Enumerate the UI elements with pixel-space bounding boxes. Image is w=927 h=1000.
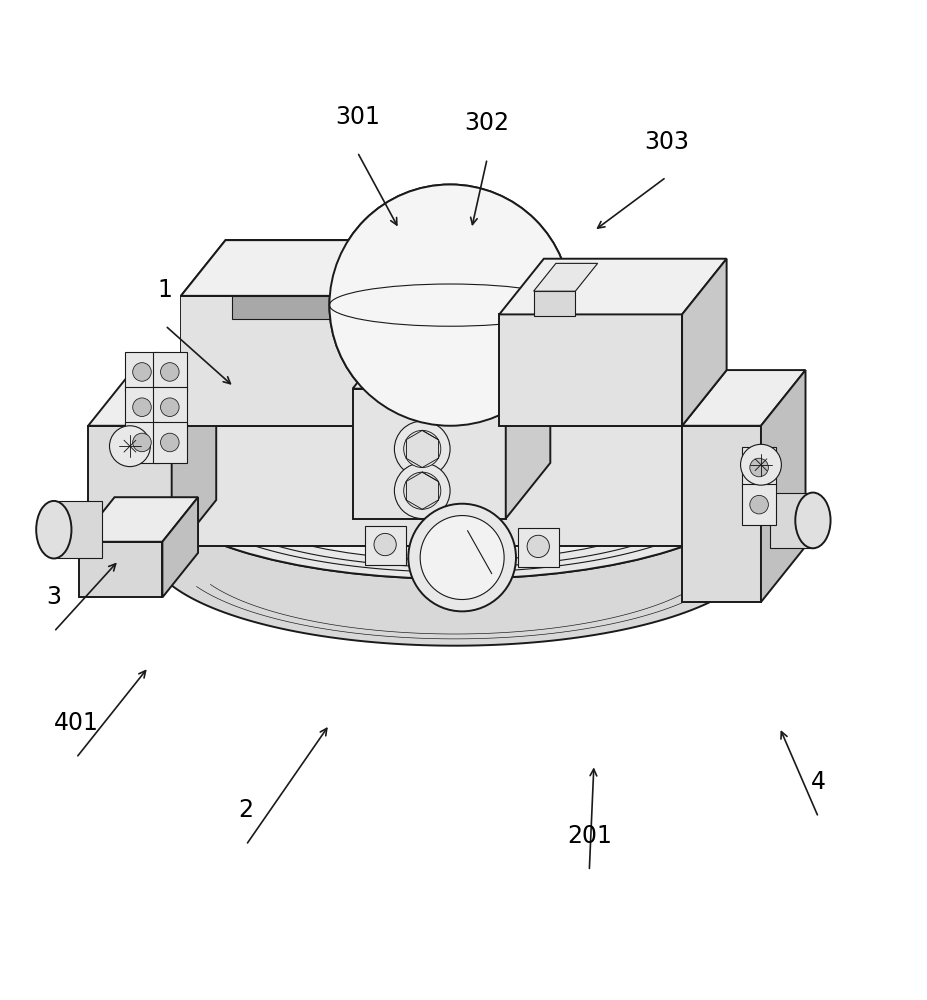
Polygon shape bbox=[88, 370, 216, 426]
Text: 303: 303 bbox=[643, 130, 688, 154]
Circle shape bbox=[160, 363, 179, 381]
Polygon shape bbox=[79, 497, 197, 542]
Polygon shape bbox=[181, 296, 389, 426]
Polygon shape bbox=[760, 370, 805, 602]
Polygon shape bbox=[167, 515, 742, 646]
Polygon shape bbox=[171, 370, 216, 556]
Circle shape bbox=[740, 444, 781, 485]
Bar bbox=[153, 387, 186, 428]
Bar bbox=[742, 447, 775, 488]
Polygon shape bbox=[389, 240, 434, 426]
Circle shape bbox=[133, 398, 151, 416]
Text: 4: 4 bbox=[810, 770, 825, 794]
Text: 1: 1 bbox=[158, 278, 172, 302]
Polygon shape bbox=[769, 493, 812, 548]
Polygon shape bbox=[681, 259, 726, 426]
Bar bbox=[125, 387, 159, 428]
Circle shape bbox=[374, 533, 396, 556]
Polygon shape bbox=[232, 296, 371, 319]
Text: 2: 2 bbox=[238, 798, 253, 822]
Polygon shape bbox=[162, 497, 197, 597]
Circle shape bbox=[109, 426, 150, 467]
Circle shape bbox=[394, 421, 450, 477]
Text: 201: 201 bbox=[566, 824, 611, 848]
Circle shape bbox=[527, 535, 549, 558]
Text: 3: 3 bbox=[46, 585, 61, 609]
Polygon shape bbox=[499, 314, 681, 426]
Circle shape bbox=[749, 458, 768, 477]
Circle shape bbox=[160, 433, 179, 452]
Circle shape bbox=[160, 398, 179, 416]
Bar bbox=[125, 352, 159, 392]
Polygon shape bbox=[352, 333, 550, 389]
Polygon shape bbox=[681, 426, 760, 602]
Bar bbox=[153, 422, 186, 463]
Bar bbox=[153, 352, 186, 392]
Polygon shape bbox=[232, 268, 393, 296]
Bar bbox=[364, 526, 405, 565]
Circle shape bbox=[133, 363, 151, 381]
Ellipse shape bbox=[204, 403, 705, 560]
Polygon shape bbox=[181, 240, 434, 296]
Circle shape bbox=[420, 516, 503, 600]
Bar bbox=[517, 528, 558, 567]
Polygon shape bbox=[88, 426, 171, 556]
Circle shape bbox=[749, 495, 768, 514]
Polygon shape bbox=[681, 370, 726, 546]
Polygon shape bbox=[533, 263, 597, 291]
Circle shape bbox=[403, 430, 440, 468]
Polygon shape bbox=[533, 291, 575, 316]
Circle shape bbox=[329, 184, 570, 426]
Polygon shape bbox=[181, 240, 434, 296]
Polygon shape bbox=[681, 370, 805, 426]
Text: 401: 401 bbox=[54, 711, 98, 735]
Ellipse shape bbox=[148, 384, 760, 579]
Text: 302: 302 bbox=[464, 111, 509, 135]
Polygon shape bbox=[162, 426, 681, 546]
Bar bbox=[742, 484, 775, 525]
Polygon shape bbox=[79, 542, 162, 597]
Polygon shape bbox=[162, 370, 726, 426]
Circle shape bbox=[403, 472, 440, 509]
Polygon shape bbox=[505, 333, 550, 519]
Ellipse shape bbox=[794, 493, 830, 548]
Circle shape bbox=[394, 463, 450, 519]
Polygon shape bbox=[54, 501, 102, 558]
Polygon shape bbox=[352, 389, 505, 519]
Circle shape bbox=[408, 504, 515, 611]
Circle shape bbox=[329, 184, 570, 426]
Bar bbox=[125, 422, 159, 463]
Polygon shape bbox=[181, 238, 434, 426]
Text: 301: 301 bbox=[335, 105, 379, 129]
Circle shape bbox=[133, 433, 151, 452]
Ellipse shape bbox=[36, 501, 71, 558]
Polygon shape bbox=[499, 259, 726, 314]
